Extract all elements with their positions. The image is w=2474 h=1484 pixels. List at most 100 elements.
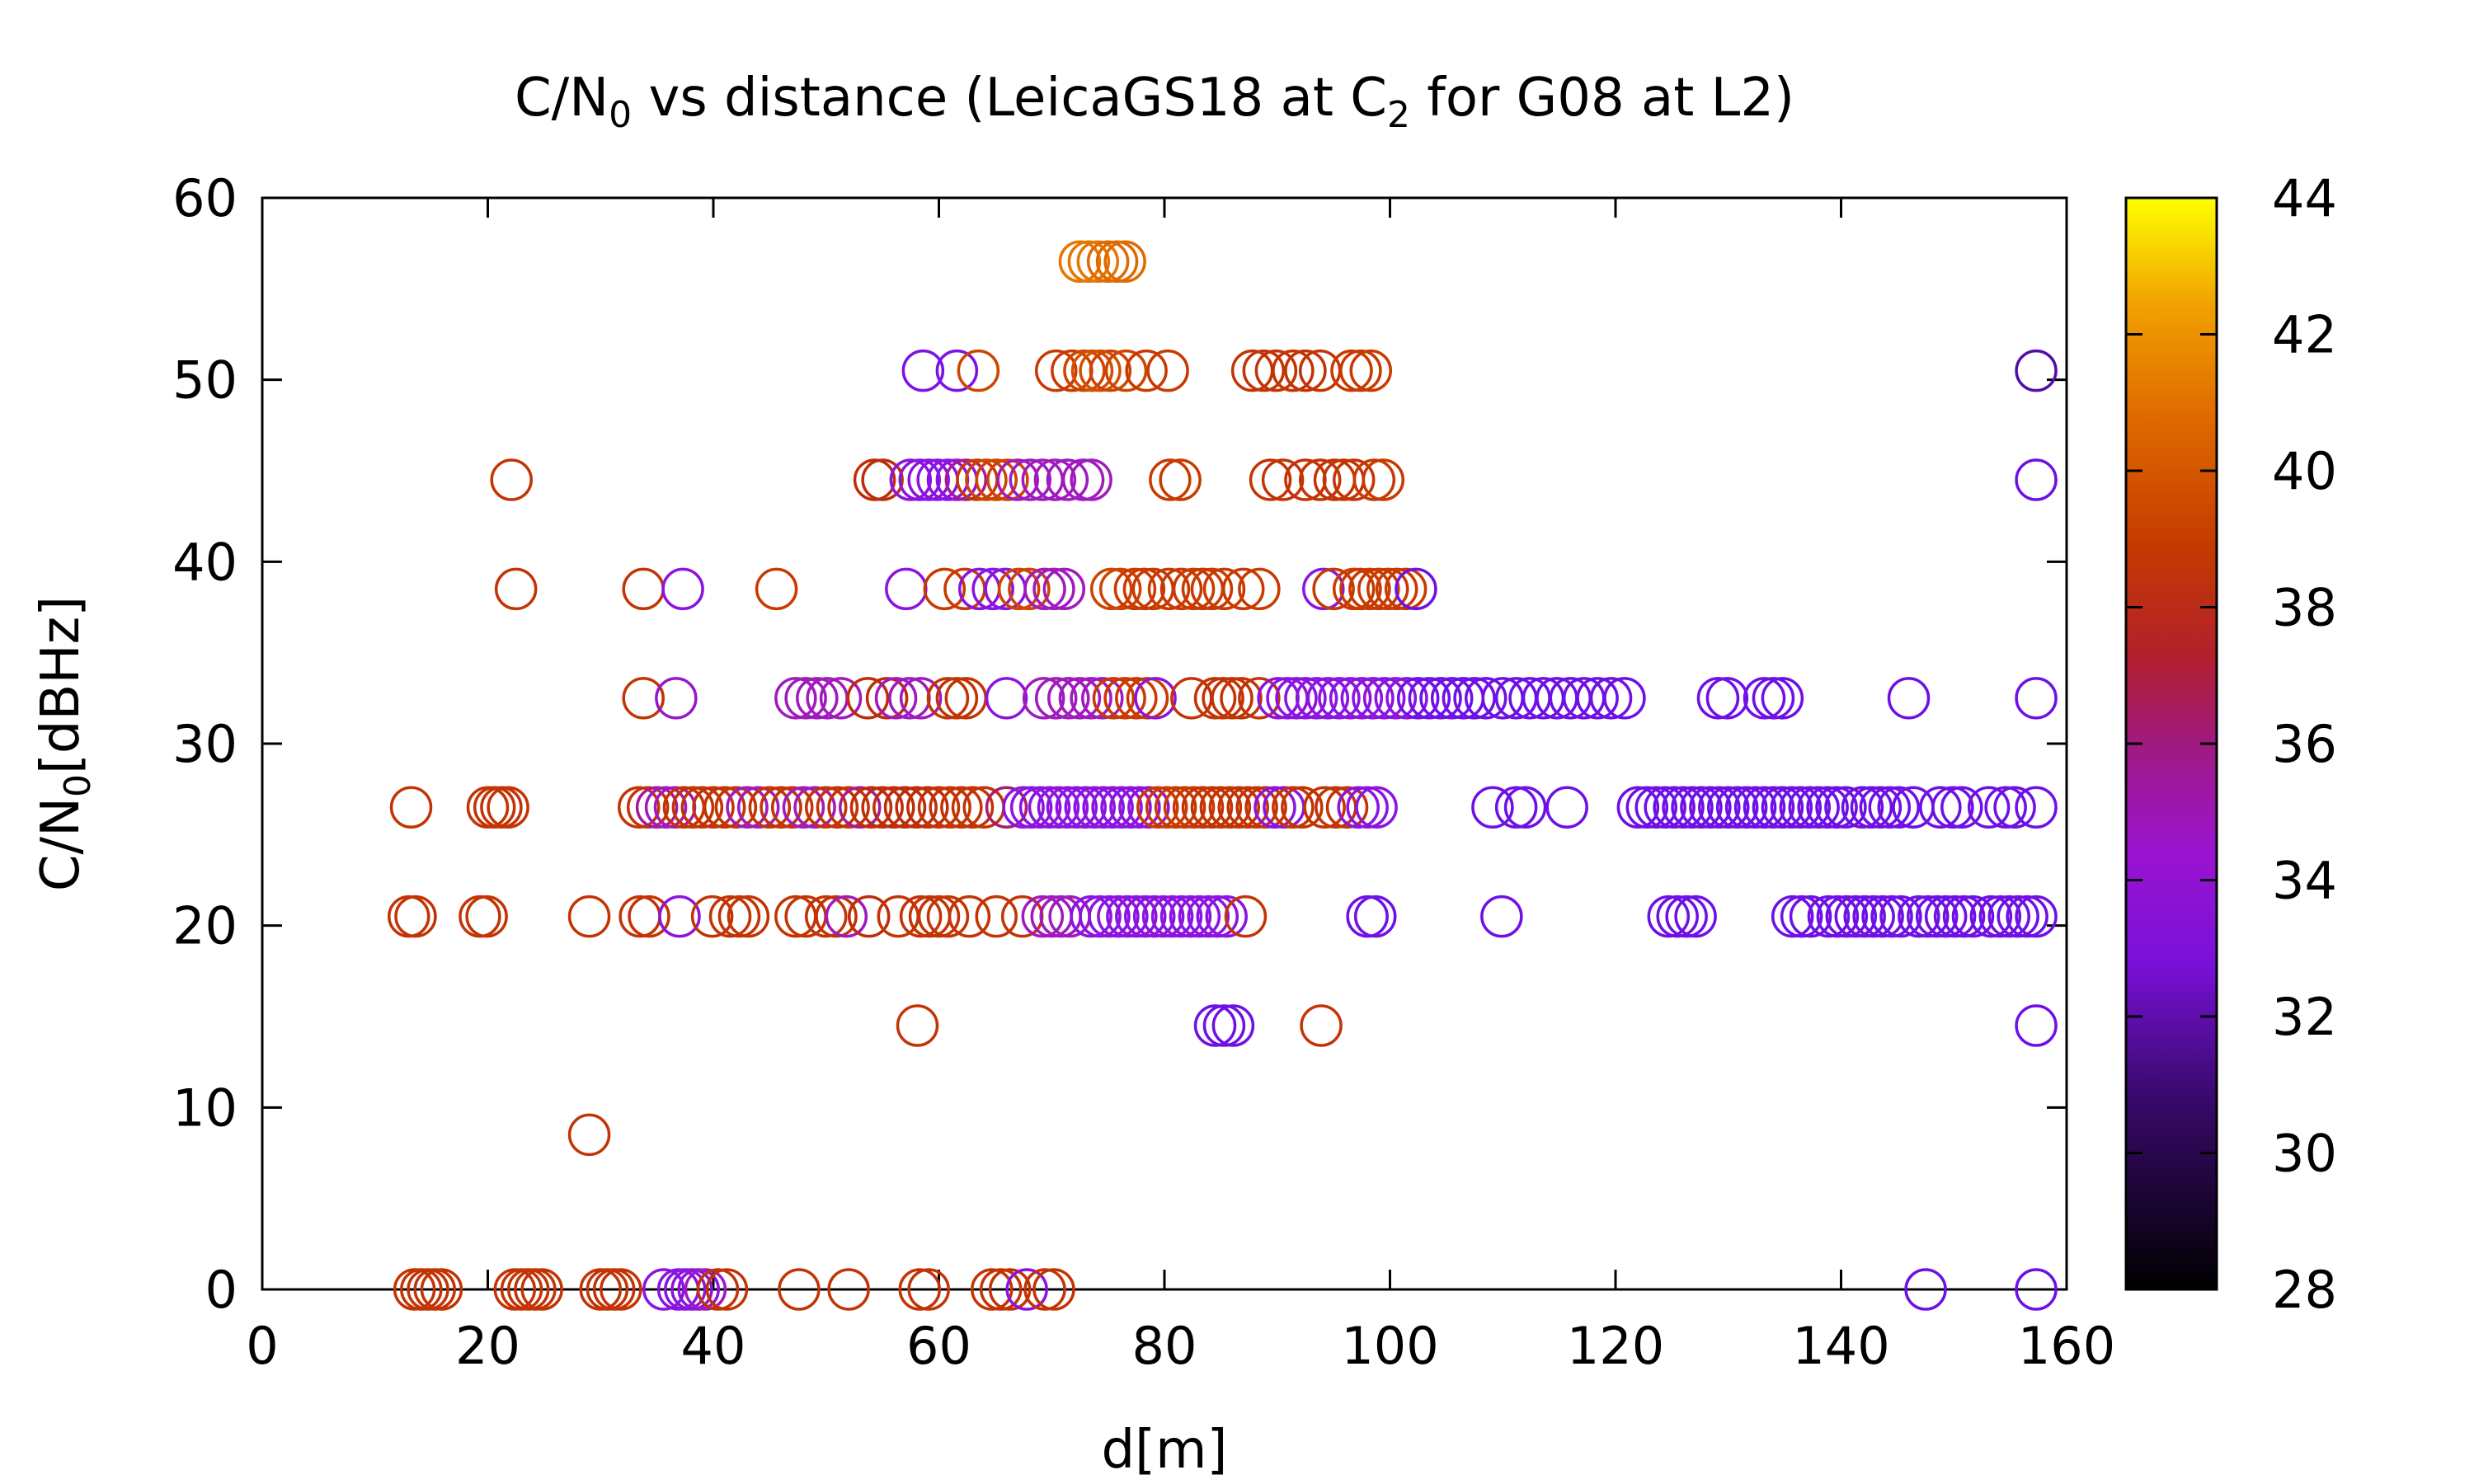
data-point — [1480, 895, 1523, 938]
data-point — [644, 786, 688, 829]
data-point — [1086, 240, 1130, 283]
data-point — [1095, 240, 1139, 283]
data-point — [1032, 567, 1075, 611]
data-point — [1346, 786, 1389, 829]
data-point — [997, 567, 1041, 611]
data-point — [1159, 567, 1203, 611]
data-point — [714, 786, 758, 829]
data-point — [1384, 567, 1427, 611]
data-point — [898, 458, 942, 501]
data-point — [1098, 567, 1142, 611]
data-point — [1272, 786, 1315, 829]
data-point — [1665, 895, 1708, 938]
data-point — [1680, 786, 1723, 829]
data-point — [635, 786, 679, 829]
data-point — [1408, 677, 1451, 720]
y-axis-label: C/N0[dBHz] — [31, 596, 99, 891]
colorbar-ticks: 28 30 32 34 36 38 40 42 44 — [2126, 168, 2337, 1320]
data-point — [1984, 786, 2027, 829]
x-tick-label: 120 — [1567, 1316, 1664, 1376]
data-point — [1089, 349, 1132, 392]
data-point — [1644, 786, 1686, 829]
data-point — [796, 677, 839, 720]
data-point — [1300, 1004, 1343, 1047]
data-point — [1149, 458, 1192, 501]
data-point — [748, 786, 792, 829]
chart-title: C/N0 vs distance (LeicaGS18 at C2 for G0… — [515, 68, 1794, 136]
data-point — [1106, 895, 1149, 938]
data-point — [1079, 349, 1122, 392]
data-point — [2015, 895, 2058, 938]
y-tick-label: 0 — [205, 1260, 238, 1320]
x-tick-label: 160 — [2018, 1316, 2115, 1376]
data-point — [1244, 786, 1287, 829]
data-point — [1698, 786, 1741, 829]
data-point — [926, 895, 970, 938]
data-point — [1127, 786, 1170, 829]
data-point — [1220, 677, 1263, 720]
data-point — [1689, 786, 1732, 829]
y-tick-label: 30 — [172, 714, 238, 774]
colorbar-tick-label: 30 — [2272, 1124, 2337, 1184]
data-point — [1034, 349, 1078, 392]
data-point — [1092, 677, 1136, 720]
data-point — [1275, 677, 1318, 720]
data-point — [971, 567, 1014, 611]
data-point — [827, 786, 870, 829]
colorbar-tick-label: 32 — [2272, 987, 2337, 1047]
data-point — [1008, 567, 1051, 611]
data-point — [944, 458, 988, 501]
data-point — [917, 786, 961, 829]
data-point — [1705, 677, 1749, 720]
data-point — [1724, 786, 1768, 829]
data-point — [1028, 786, 1071, 829]
data-point — [420, 1268, 463, 1311]
data-point — [1097, 895, 1140, 938]
data-point — [1032, 1268, 1075, 1311]
data-point — [1230, 349, 1274, 392]
x-tick-label: 100 — [1341, 1316, 1438, 1376]
data-point — [940, 786, 983, 829]
data-point — [996, 458, 1039, 501]
data-point — [1009, 458, 1052, 501]
data-point — [1172, 786, 1216, 829]
data-point — [986, 458, 1029, 501]
data-point — [944, 677, 988, 720]
data-point — [895, 786, 938, 829]
data-point — [899, 677, 943, 720]
data-point — [1033, 458, 1077, 501]
data-point — [1696, 677, 1740, 720]
data-point — [1850, 786, 1893, 829]
data-point — [1303, 786, 1346, 829]
data-point — [628, 895, 670, 938]
data-point — [805, 786, 848, 829]
data-point — [1226, 786, 1269, 829]
data-point — [957, 349, 1000, 392]
data-point — [1366, 567, 1409, 611]
data-point — [1653, 786, 1696, 829]
data-point — [1281, 786, 1324, 829]
data-point — [948, 895, 991, 938]
data-point — [658, 895, 701, 938]
colorbar-tick-label: 36 — [2272, 714, 2337, 774]
data-point — [1362, 677, 1406, 720]
data-point — [975, 458, 1018, 501]
data-point — [1115, 677, 1158, 720]
y-tick-label: 40 — [172, 532, 238, 592]
data-point — [1362, 458, 1405, 501]
data-point — [1907, 895, 1950, 938]
data-point — [926, 677, 970, 720]
data-point — [1997, 895, 2039, 938]
data-point — [1453, 677, 1496, 720]
data-point — [1081, 677, 1124, 720]
data-point — [1238, 677, 1281, 720]
data-point — [1272, 349, 1315, 392]
data-point — [1021, 895, 1065, 938]
data-point — [1807, 895, 1851, 938]
data-point — [874, 677, 918, 720]
data-point — [1329, 677, 1372, 720]
data-point — [394, 895, 437, 938]
data-point — [1221, 567, 1265, 611]
data-point — [917, 895, 961, 938]
data-point — [1202, 677, 1244, 720]
